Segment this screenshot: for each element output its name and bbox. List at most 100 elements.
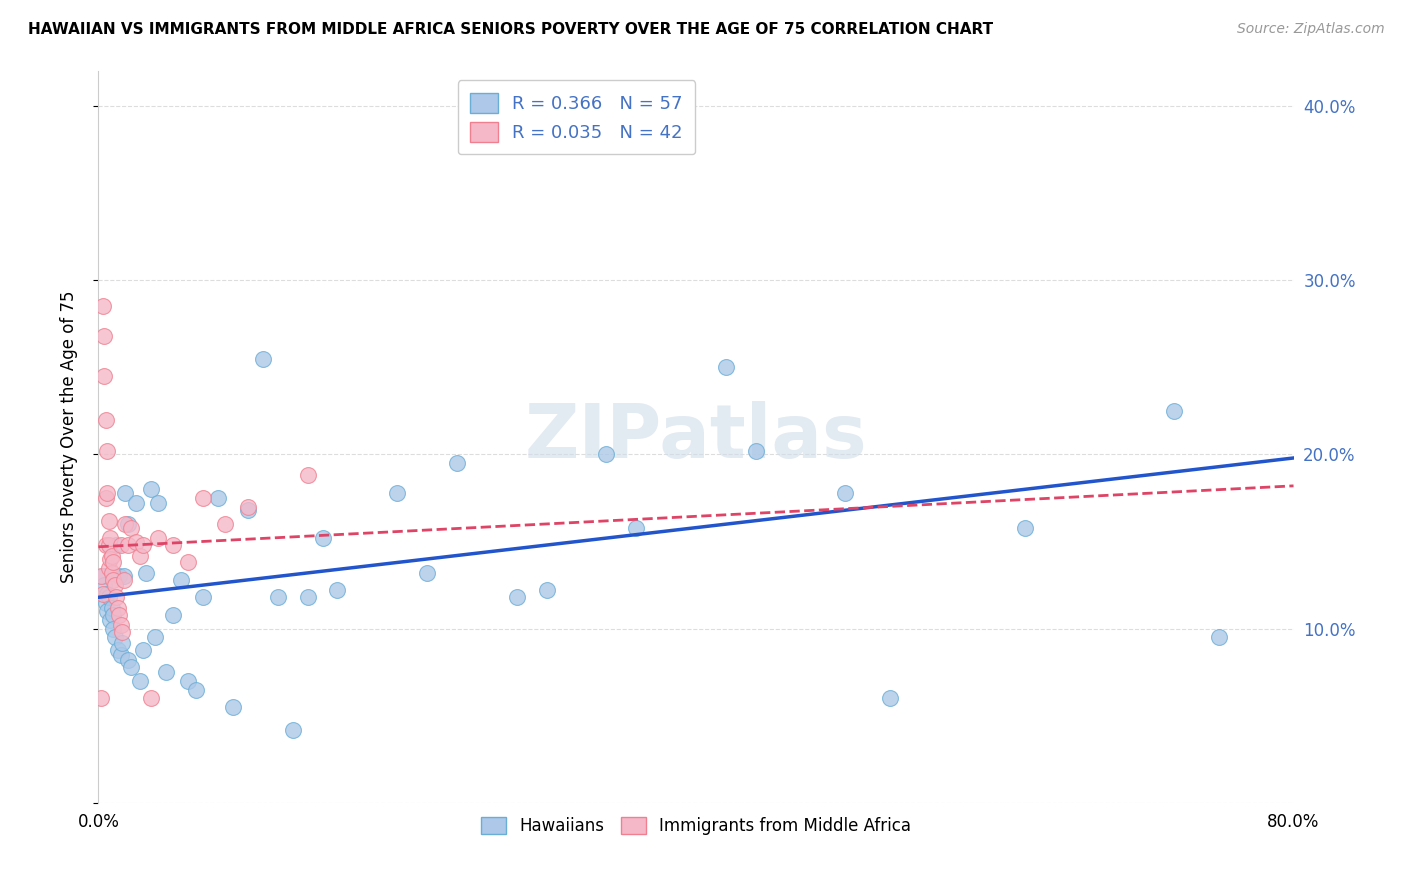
Point: [207, 491, 229, 505]
Point: [101, 549, 124, 563]
Point: [385, 485, 409, 500]
Point: [834, 485, 856, 500]
Y-axis label: Seniors Poverty Over the Age of 75: Seniors Poverty Over the Age of 75: [59, 291, 77, 583]
Point: [252, 351, 274, 366]
Point: [236, 500, 259, 514]
Point: [297, 468, 319, 483]
Point: [103, 607, 125, 622]
Point: [96, 604, 118, 618]
Point: [94, 412, 117, 426]
Point: [103, 622, 125, 636]
Point: [326, 583, 349, 598]
Point: [93, 578, 115, 592]
Point: [162, 538, 184, 552]
Point: [129, 549, 152, 563]
Point: [143, 631, 166, 645]
Point: [114, 485, 136, 500]
Point: [155, 665, 177, 680]
Point: [536, 583, 558, 598]
Point: [97, 514, 120, 528]
Point: [745, 444, 768, 458]
Point: [93, 329, 115, 343]
Point: [267, 591, 290, 605]
Point: [117, 538, 139, 552]
Point: [96, 587, 118, 601]
Point: [108, 607, 131, 622]
Point: [114, 517, 136, 532]
Point: [191, 491, 214, 505]
Point: [112, 573, 135, 587]
Point: [94, 538, 117, 552]
Point: [101, 600, 124, 615]
Point: [98, 531, 122, 545]
Point: [104, 578, 127, 592]
Point: [1163, 404, 1185, 418]
Point: [107, 600, 129, 615]
Point: [98, 613, 122, 627]
Point: [214, 517, 236, 532]
Point: [111, 625, 134, 640]
Point: [191, 591, 214, 605]
Point: [110, 618, 132, 632]
Point: [595, 448, 617, 462]
Point: [506, 591, 529, 605]
Point: [94, 491, 117, 505]
Point: [90, 691, 112, 706]
Point: [222, 700, 245, 714]
Text: ZIPatlas: ZIPatlas: [524, 401, 868, 474]
Point: [162, 607, 184, 622]
Point: [139, 691, 162, 706]
Point: [129, 673, 152, 688]
Point: [416, 566, 439, 580]
Point: [1014, 521, 1036, 535]
Point: [446, 456, 468, 470]
Point: [103, 556, 125, 570]
Point: [103, 573, 125, 587]
Point: [626, 521, 648, 535]
Text: Source: ZipAtlas.com: Source: ZipAtlas.com: [1237, 22, 1385, 37]
Point: [120, 521, 142, 535]
Point: [184, 682, 207, 697]
Point: [96, 485, 118, 500]
Point: [236, 503, 259, 517]
Point: [105, 591, 128, 605]
Point: [125, 496, 148, 510]
Point: [107, 642, 129, 657]
Point: [93, 369, 115, 384]
Point: [111, 635, 134, 649]
Point: [125, 534, 148, 549]
Point: [297, 591, 319, 605]
Point: [879, 691, 901, 706]
Point: [132, 538, 155, 552]
Point: [148, 531, 170, 545]
Point: [117, 517, 139, 532]
Point: [112, 569, 135, 583]
Point: [311, 531, 333, 545]
Point: [120, 660, 142, 674]
Point: [132, 642, 155, 657]
Point: [97, 538, 120, 552]
Point: [94, 595, 117, 609]
Point: [91, 300, 114, 314]
Point: [281, 723, 304, 737]
Text: HAWAIIAN VS IMMIGRANTS FROM MIDDLE AFRICA SENIORS POVERTY OVER THE AGE OF 75 COR: HAWAIIAN VS IMMIGRANTS FROM MIDDLE AFRIC…: [28, 22, 993, 37]
Point: [97, 560, 120, 574]
Point: [1208, 631, 1230, 645]
Point: [91, 587, 114, 601]
Point: [135, 566, 157, 580]
Point: [714, 360, 737, 375]
Point: [148, 496, 170, 510]
Point: [96, 444, 118, 458]
Point: [169, 573, 191, 587]
Point: [110, 648, 132, 662]
Point: [101, 566, 124, 580]
Point: [98, 552, 122, 566]
Point: [110, 538, 132, 552]
Legend: Hawaiians, Immigrants from Middle Africa: Hawaiians, Immigrants from Middle Africa: [474, 811, 918, 842]
Point: [90, 569, 112, 583]
Point: [177, 673, 200, 688]
Point: [104, 631, 127, 645]
Point: [91, 569, 114, 583]
Point: [108, 569, 131, 583]
Point: [105, 538, 128, 552]
